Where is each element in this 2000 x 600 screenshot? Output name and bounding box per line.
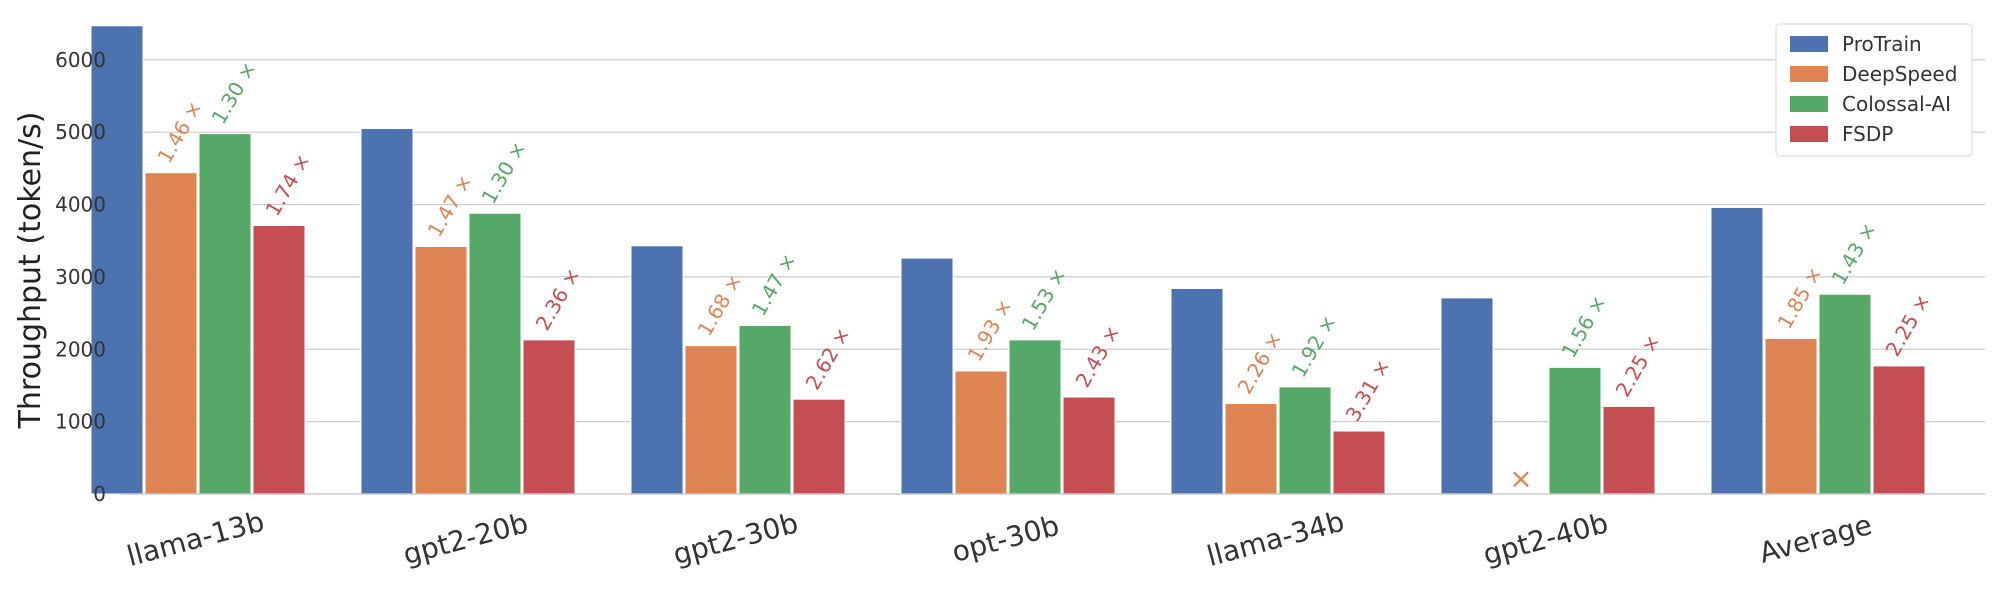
bar-deepspeed-gpt2-20b (414, 246, 468, 495)
x-tick-label: gpt2-20b (400, 506, 532, 571)
legend: ProTrain DeepSpeed Colossal-AI FSDP (1775, 23, 1973, 157)
bar-deepspeed-llama-34b (1224, 403, 1278, 495)
bar-protrain-llama-34b (1170, 287, 1224, 495)
speedup-label: 2.62 × (801, 323, 856, 394)
bar-fsdp-gpt2-40b (1602, 405, 1656, 495)
bar-deepspeed-Average (1764, 337, 1818, 495)
legend-label: DeepSpeed (1842, 62, 1957, 86)
x-tick-labels: llama-13b gpt2-20b gpt2-30b opt-30b llama-34… (123, 505, 1875, 573)
bar-protrain-llama-13b (90, 25, 144, 495)
bar-fsdp-opt-30b (1062, 396, 1116, 495)
y-tick-labels: 0 1000 2000 3000 4000 5000 6000 (55, 48, 106, 506)
bar-colossal-ai-Average (1818, 293, 1872, 495)
legend-swatch (1790, 126, 1828, 142)
bar-protrain-gpt2-40b (1440, 297, 1494, 495)
y-tick-label: 4000 (55, 193, 106, 217)
legend-swatch (1790, 36, 1828, 52)
x-tick-label: llama-34b (1203, 505, 1347, 573)
speedup-label: 1.74 × (261, 149, 316, 220)
bar-fsdp-llama-13b (252, 225, 306, 495)
speedup-label: 1.30 × (207, 58, 262, 129)
bar-colossal-ai-llama-34b (1278, 386, 1332, 495)
bar-deepspeed-llama-13b (144, 172, 198, 495)
legend-label: ProTrain (1842, 32, 1922, 56)
y-tick-label: 6000 (55, 48, 106, 72)
legend-label: Colossal-AI (1842, 92, 1951, 116)
bar-protrain-gpt2-30b (630, 245, 684, 495)
legend-swatch (1790, 66, 1828, 82)
bar-colossal-ai-opt-30b (1008, 339, 1062, 495)
speedup-label: 1.47 × (747, 249, 802, 320)
bar-fsdp-Average (1872, 365, 1926, 495)
speedup-label: 1.43 × (1827, 218, 1882, 289)
bar-protrain-opt-30b (900, 257, 954, 495)
y-axis-label: Throughput (token/s) (13, 112, 48, 430)
x-tick-label: gpt2-30b (670, 506, 802, 571)
bar-colossal-ai-gpt2-30b (738, 324, 792, 495)
bar-fsdp-llama-34b (1332, 430, 1386, 495)
y-tick-label: 1000 (55, 410, 106, 434)
speedup-label: 1.30 × (477, 137, 532, 208)
bar-colossal-ai-gpt2-40b (1548, 366, 1602, 495)
x-tick-label: Average (1756, 508, 1876, 570)
speedup-label: 1.56 × (1557, 291, 1612, 362)
y-tick-label: 2000 (55, 337, 106, 361)
legend-swatch (1790, 96, 1828, 112)
x-tick-label: opt-30b (948, 509, 1062, 569)
y-tick-label: 0 (93, 482, 106, 506)
x-tick-label: llama-13b (123, 505, 267, 573)
bar-fsdp-gpt2-20b (522, 339, 576, 495)
speedup-label: 2.25 × (1611, 330, 1666, 401)
x-tick-label: gpt2-40b (1480, 506, 1612, 571)
y-tick-label: 3000 (55, 265, 106, 289)
bar-fsdp-gpt2-30b (792, 398, 846, 495)
bar-colossal-ai-llama-13b (198, 133, 252, 495)
speedup-label: 1.53 × (1017, 264, 1072, 335)
bars (90, 25, 1926, 495)
legend-label: FSDP (1842, 122, 1893, 146)
bar-colossal-ai-gpt2-20b (468, 212, 522, 495)
y-tick-label: 5000 (55, 120, 106, 144)
legend-frame (1775, 23, 1973, 157)
bar-deepspeed-gpt2-30b (684, 345, 738, 495)
speedup-label: 2.43 × (1071, 321, 1126, 392)
speedup-label: 2.36 × (531, 264, 586, 335)
bar-deepspeed-opt-30b (954, 370, 1008, 495)
unsupported-marker: × (1509, 462, 1532, 495)
speedup-label: 3.31 × (1341, 355, 1396, 426)
bar-protrain-gpt2-20b (360, 128, 414, 495)
bar-protrain-Average (1710, 206, 1764, 495)
speedup-label: 1.92 × (1287, 311, 1342, 382)
